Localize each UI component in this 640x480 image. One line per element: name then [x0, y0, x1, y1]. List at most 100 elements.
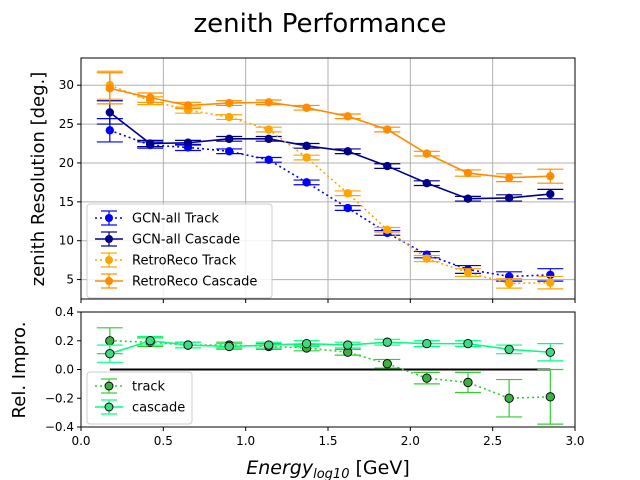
- series-line: [109, 87, 551, 179]
- legend-marker: [105, 277, 113, 285]
- data-point: [145, 93, 155, 102]
- data-point: [302, 141, 311, 151]
- data-point: [302, 153, 311, 162]
- legend-marker: [105, 235, 113, 243]
- data-point: [183, 340, 193, 350]
- y-tick-label: 10: [59, 234, 74, 248]
- data-point: [383, 225, 392, 235]
- x-axis-label-unit: [GeV]: [349, 457, 409, 479]
- x-tick-label: 0.5: [154, 434, 173, 448]
- top-y-axis-label: zenith Resolution [deg.]: [28, 72, 49, 287]
- data-point: [463, 168, 473, 178]
- data-point: [383, 161, 392, 171]
- data-point: [382, 359, 392, 369]
- legend-marker: [105, 214, 113, 222]
- data-point: [463, 194, 473, 203]
- y-tick-label: 5: [66, 273, 74, 287]
- x-tick-label: 1.5: [318, 434, 337, 448]
- data-point: [264, 134, 273, 144]
- legend-marker: [104, 402, 114, 412]
- x-axis-label-sub: log10: [313, 467, 349, 480]
- x-tick-label: 2.5: [483, 434, 502, 448]
- y-tick-label: −0.4: [45, 420, 74, 434]
- x-tick-label: 1.0: [236, 434, 255, 448]
- x-tick-label: 3.0: [565, 434, 584, 448]
- data-point: [105, 126, 115, 135]
- legend-label: track: [132, 380, 166, 395]
- y-tick-label: 0.2: [55, 334, 74, 348]
- data-point: [546, 278, 555, 287]
- x-tick-label: 2.0: [401, 434, 420, 448]
- data-point: [422, 149, 431, 158]
- x-axis-label: Energylog10 [GeV]: [246, 457, 410, 480]
- data-point: [105, 336, 115, 346]
- data-point: [225, 112, 234, 122]
- y-tick-label: 15: [59, 195, 74, 209]
- data-point: [546, 189, 555, 199]
- legend-label: RetroReco Track: [132, 254, 237, 269]
- x-tick-label: 0.0: [71, 434, 90, 448]
- legend-label: GCN-all Track: [132, 212, 219, 227]
- data-point: [343, 112, 352, 121]
- legend-marker: [104, 381, 114, 391]
- y-tick-label: 25: [59, 117, 74, 131]
- x-axis-label-main: Energy: [246, 457, 314, 479]
- y-tick-label: 0.4: [55, 305, 74, 319]
- top-panel: 5 10 15 20 25 30 GCN-all Track GCN-all Cascade R…: [59, 57, 576, 303]
- y-tick-label: 0.0: [55, 363, 74, 377]
- data-point: [504, 393, 514, 403]
- data-point: [264, 340, 274, 350]
- chart-title: zenith Performance: [193, 9, 446, 39]
- data-point: [422, 338, 432, 349]
- data-point: [264, 155, 273, 165]
- data-point: [302, 103, 311, 112]
- data-point: [264, 98, 273, 107]
- data-point: [145, 139, 155, 148]
- data-point: [225, 147, 234, 156]
- bottom-y-axis-label: Rel. Impro.: [9, 322, 30, 419]
- data-point: [302, 178, 311, 187]
- legend-marker: [105, 256, 113, 264]
- legend-box: [86, 203, 273, 299]
- y-tick-label: 30: [59, 78, 74, 92]
- data-point: [545, 347, 555, 357]
- data-point: [105, 349, 115, 359]
- legend-label: RetroReco Cascade: [132, 275, 257, 290]
- data-point: [463, 268, 473, 277]
- data-point: [545, 392, 555, 402]
- data-point: [343, 189, 352, 198]
- y-tick-label: −0.2: [45, 391, 74, 405]
- data-point: [145, 336, 155, 346]
- data-point: [105, 84, 115, 93]
- data-point: [504, 193, 514, 203]
- series-line: [109, 339, 551, 400]
- data-point: [183, 101, 193, 110]
- data-point: [183, 138, 193, 147]
- data-point: [504, 344, 514, 355]
- data-point: [343, 147, 352, 156]
- data-point: [383, 125, 392, 134]
- data-point: [343, 340, 353, 350]
- data-point: [224, 341, 234, 352]
- series-line: [109, 129, 551, 278]
- legend-label: GCN-all Cascade: [132, 233, 240, 248]
- series-line: [109, 111, 551, 200]
- bottom-panel: 0.0 0.5 1.0 1.5 2.0 2.5 3.0 −0.4 −0.2 0.0 0.2 0.4 tr…: [45, 305, 585, 448]
- data-point: [382, 337, 392, 347]
- data-point: [105, 108, 115, 117]
- data-point: [504, 279, 514, 288]
- y-tick-label: 20: [59, 156, 74, 170]
- data-point: [463, 377, 473, 388]
- data-point: [422, 178, 431, 188]
- data-point: [264, 125, 273, 134]
- data-point: [301, 338, 312, 349]
- data-point: [225, 134, 234, 144]
- data-point: [343, 203, 352, 213]
- data-point: [225, 98, 234, 108]
- data-point: [546, 171, 555, 181]
- data-point: [422, 254, 431, 263]
- series-line: [109, 339, 551, 355]
- data-point: [422, 373, 432, 383]
- data-point: [504, 173, 514, 182]
